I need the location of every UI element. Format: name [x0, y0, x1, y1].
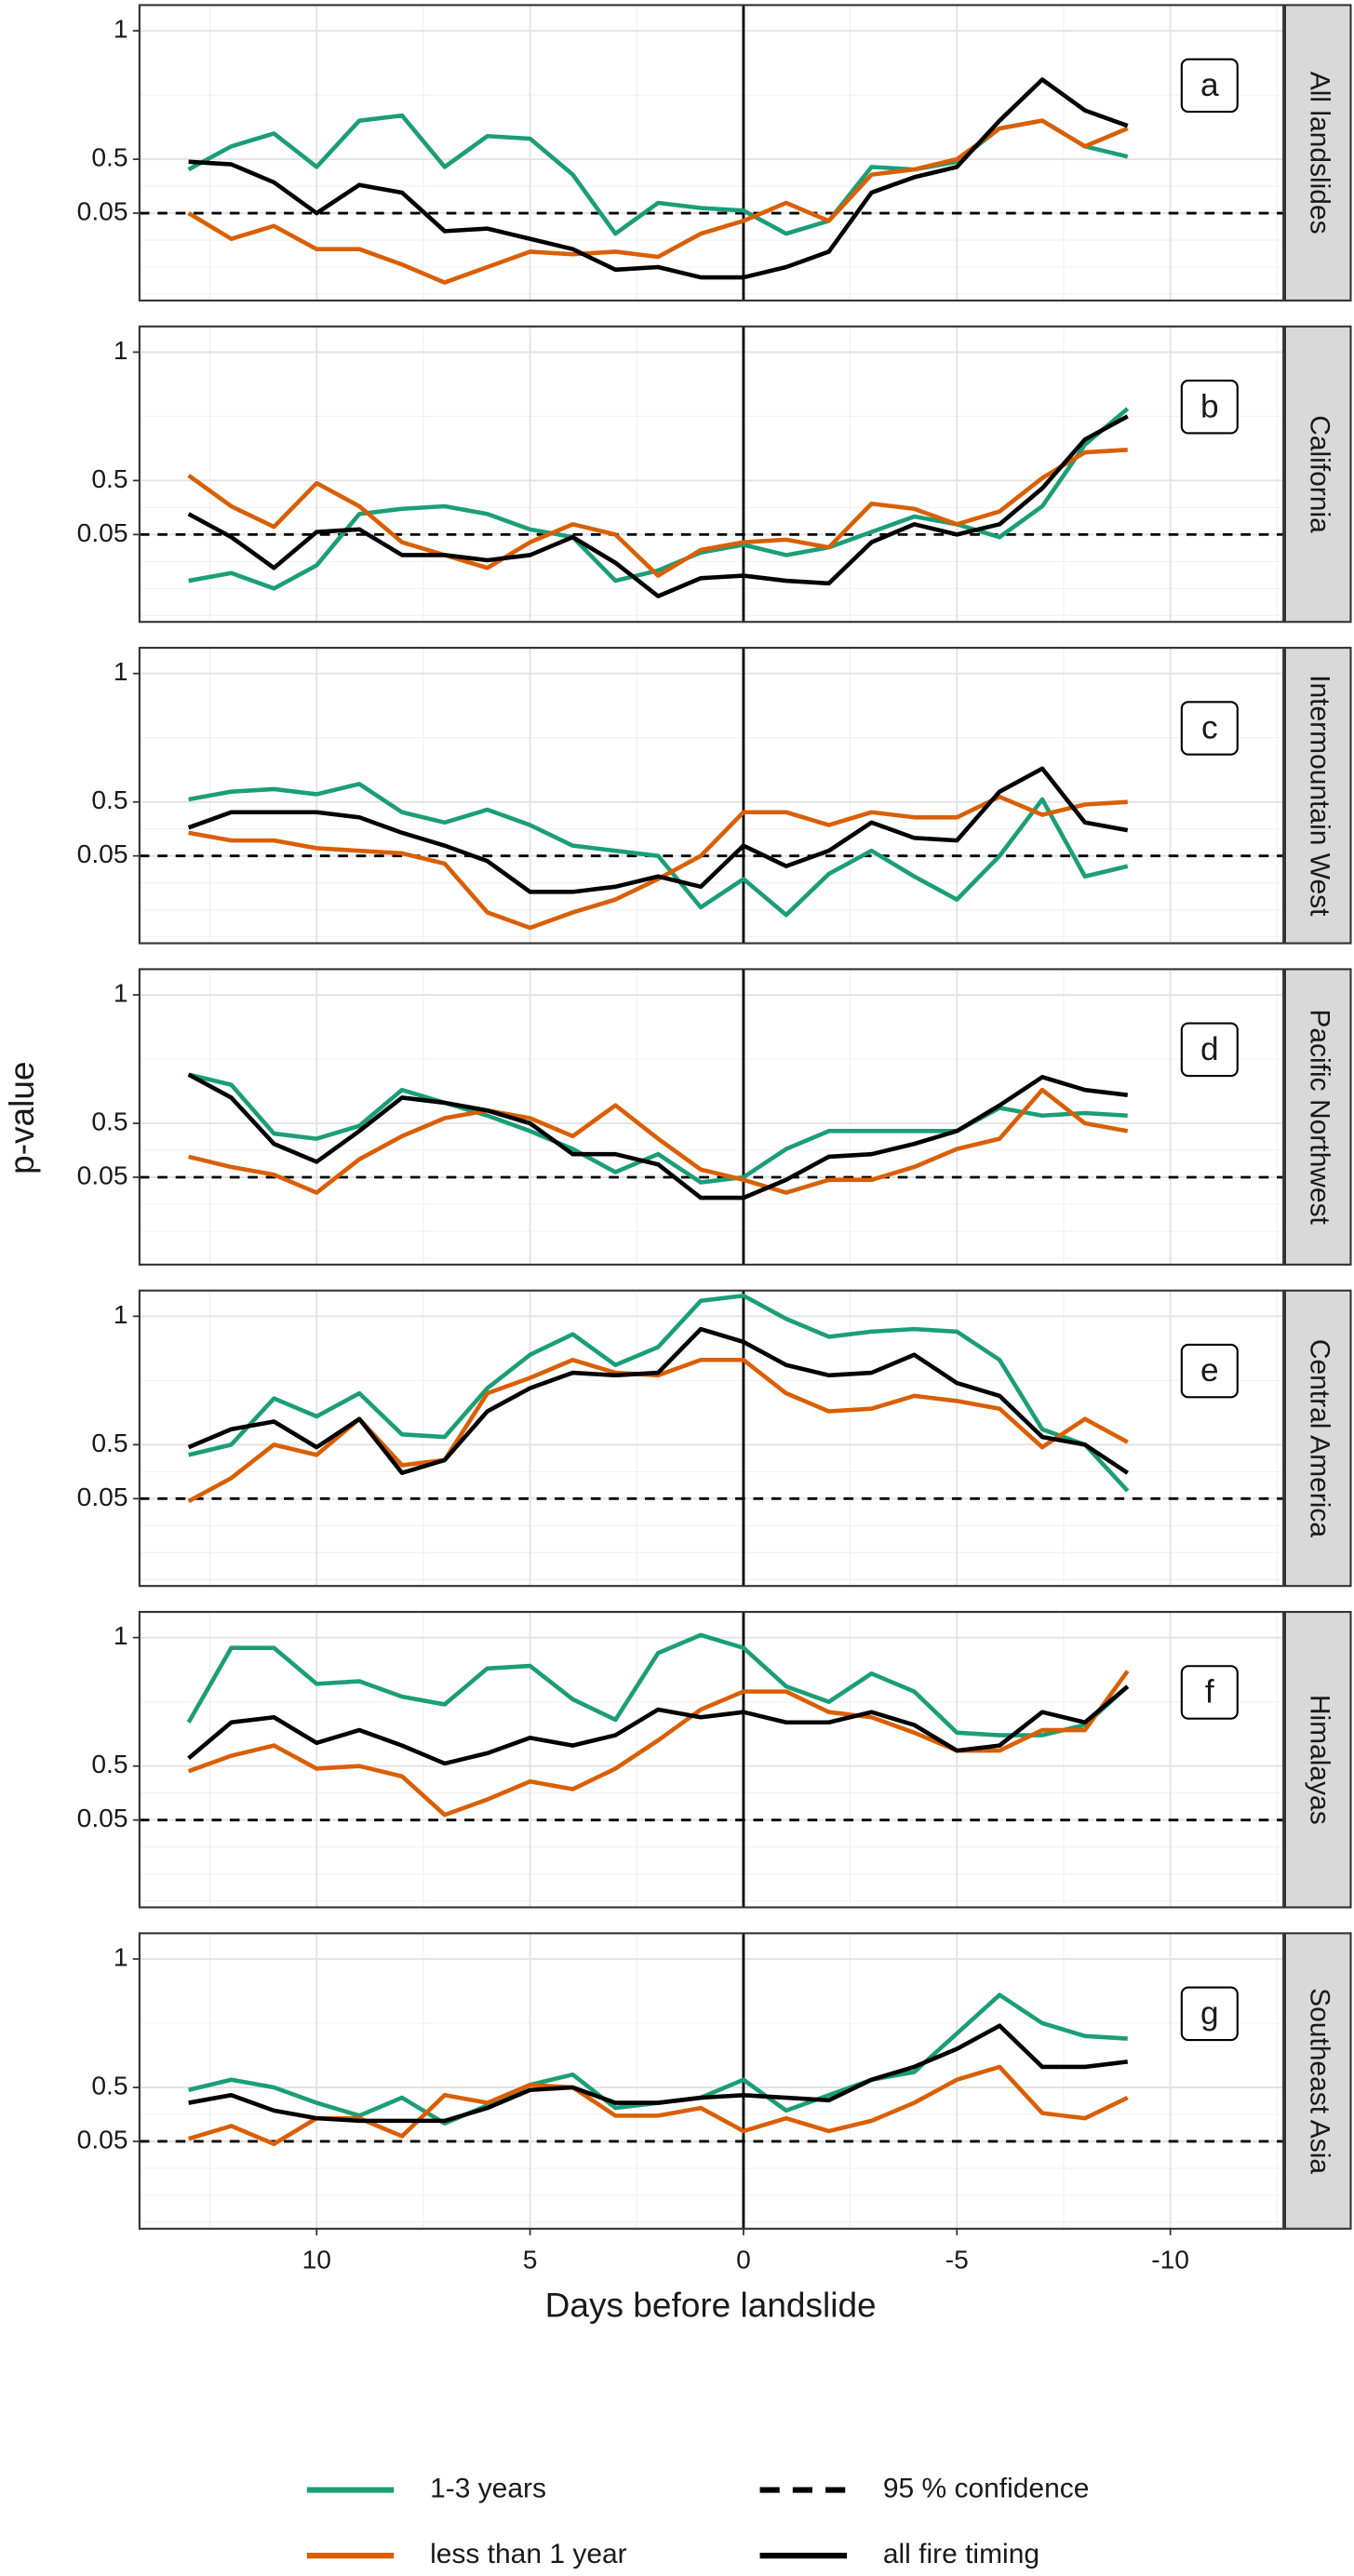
series-line — [187, 414, 1129, 598]
panel: 1 0.5 0.05 e Central America — [77, 1289, 1352, 1588]
series-line — [188, 2023, 1129, 2124]
legend-label: less than 1 year — [430, 2539, 627, 2569]
strip-label: Himalayas — [1304, 1695, 1334, 1825]
panel-background — [139, 1933, 1284, 2229]
strip-label: Intermountain West — [1304, 675, 1334, 917]
strip — [1283, 4, 1352, 302]
panel-border — [138, 968, 1285, 1266]
y-tick-label: 0.5 — [91, 463, 127, 493]
strip — [1283, 968, 1352, 1266]
y-tick-label: 1 — [114, 977, 128, 1007]
legend-label: 95 % confidence — [883, 2474, 1090, 2504]
panel: 1 0.5 0.05 f Himalayas — [77, 1610, 1352, 1909]
x-axis-title: Days before landslide — [545, 2286, 877, 2325]
panel-background — [139, 1612, 1284, 1908]
x-tick-label: 10 — [302, 2245, 331, 2274]
series-line — [188, 1087, 1129, 1195]
y-tick-label: 0.05 — [77, 1803, 128, 1832]
panel: 1 0.5 0.05 a All landslides — [77, 4, 1352, 302]
y-tick-label: 0.5 — [91, 1106, 127, 1135]
panel-border — [138, 325, 1285, 624]
strip-label: Southeast Asia — [1304, 1988, 1334, 2174]
y-tick-label: 1 — [114, 335, 128, 365]
panel: 1 0.5 0.05 d Pacific Northwest — [77, 968, 1352, 1266]
series-line — [188, 77, 1129, 280]
panel-background — [139, 326, 1284, 623]
y-tick-label: 1 — [114, 1941, 128, 1971]
y-tick-label: 1 — [114, 14, 128, 44]
y-tick-label: 0.05 — [77, 196, 128, 226]
panel-border — [138, 1610, 1285, 1909]
panel-label: b — [1200, 388, 1219, 424]
panel-border — [138, 647, 1285, 945]
panel: 1 0.5 0.05 g Southeast Asia — [77, 1932, 1352, 2230]
panel-label-box — [1180, 701, 1239, 756]
strip — [1283, 1932, 1352, 2230]
panel-label: f — [1205, 1674, 1214, 1711]
series-line — [188, 794, 1128, 931]
y-tick-label: 0.5 — [91, 1428, 127, 1457]
x-tick-label: -5 — [945, 2245, 969, 2274]
series-line — [187, 1326, 1130, 1476]
strip-label: Pacific Northwest — [1304, 1009, 1334, 1225]
panel: 1 0.5 0.05 b California — [77, 325, 1352, 624]
series-line — [187, 1072, 1129, 1201]
series-line — [187, 447, 1128, 578]
panel-border — [138, 1289, 1285, 1588]
panel-label-box — [1180, 1343, 1239, 1399]
series-line — [188, 782, 1129, 918]
x-tick-label: -10 — [1151, 2245, 1189, 2274]
y-tick-label: 0.5 — [91, 142, 127, 172]
strip-label: Central America — [1304, 1339, 1334, 1538]
y-tick-label: 0.5 — [91, 2070, 127, 2100]
panel-label: e — [1200, 1352, 1219, 1389]
y-tick-label: 0.05 — [77, 1482, 128, 1511]
panel-label: g — [1200, 1995, 1219, 2032]
y-tick-label: 0.05 — [77, 1160, 128, 1189]
y-tick-label: 0.05 — [77, 2124, 128, 2153]
series-line — [187, 766, 1129, 894]
y-tick-label: 0.05 — [77, 839, 128, 868]
y-tick-label: 1 — [114, 1620, 128, 1650]
strip — [1283, 647, 1352, 945]
x-tick-label: 5 — [523, 2245, 538, 2274]
panel-label-box — [1180, 58, 1239, 114]
strip-label: California — [1304, 415, 1334, 533]
series-line — [188, 1293, 1130, 1493]
panel-background — [139, 969, 1284, 1265]
panel-label-box — [1180, 1986, 1239, 2042]
strip-label: All landslides — [1304, 72, 1334, 235]
legend-label: all fire timing — [883, 2539, 1039, 2569]
x-tick-label: 0 — [736, 2245, 751, 2274]
panel-background — [139, 648, 1284, 944]
y-tick-label: 1 — [114, 656, 128, 686]
y-axis-title: p-value — [2, 1061, 41, 1174]
y-tick-label: 0.05 — [77, 517, 128, 547]
panel-label: c — [1201, 710, 1218, 746]
strip — [1283, 1610, 1352, 1909]
panel-label-box — [1180, 379, 1239, 435]
panel: 1 0.5 0.05 c Intermountain West — [77, 647, 1352, 945]
strip — [1283, 325, 1352, 624]
series-line — [187, 1684, 1130, 1766]
panel-border — [138, 1932, 1285, 2230]
y-tick-label: 1 — [114, 1299, 128, 1329]
panel-background — [139, 1290, 1284, 1587]
panel-label: d — [1200, 1031, 1219, 1067]
y-tick-label: 0.5 — [91, 1749, 127, 1778]
legend-label: 1-3 years — [430, 2474, 546, 2504]
series-line — [186, 1632, 1130, 1737]
series-line — [187, 1357, 1129, 1504]
panel-label-box — [1180, 1022, 1239, 1078]
panel-border — [138, 4, 1285, 302]
y-tick-label: 0.5 — [91, 785, 127, 814]
strip — [1283, 1289, 1352, 1588]
panel-label: a — [1200, 67, 1219, 103]
panel-label-box — [1180, 1665, 1239, 1720]
